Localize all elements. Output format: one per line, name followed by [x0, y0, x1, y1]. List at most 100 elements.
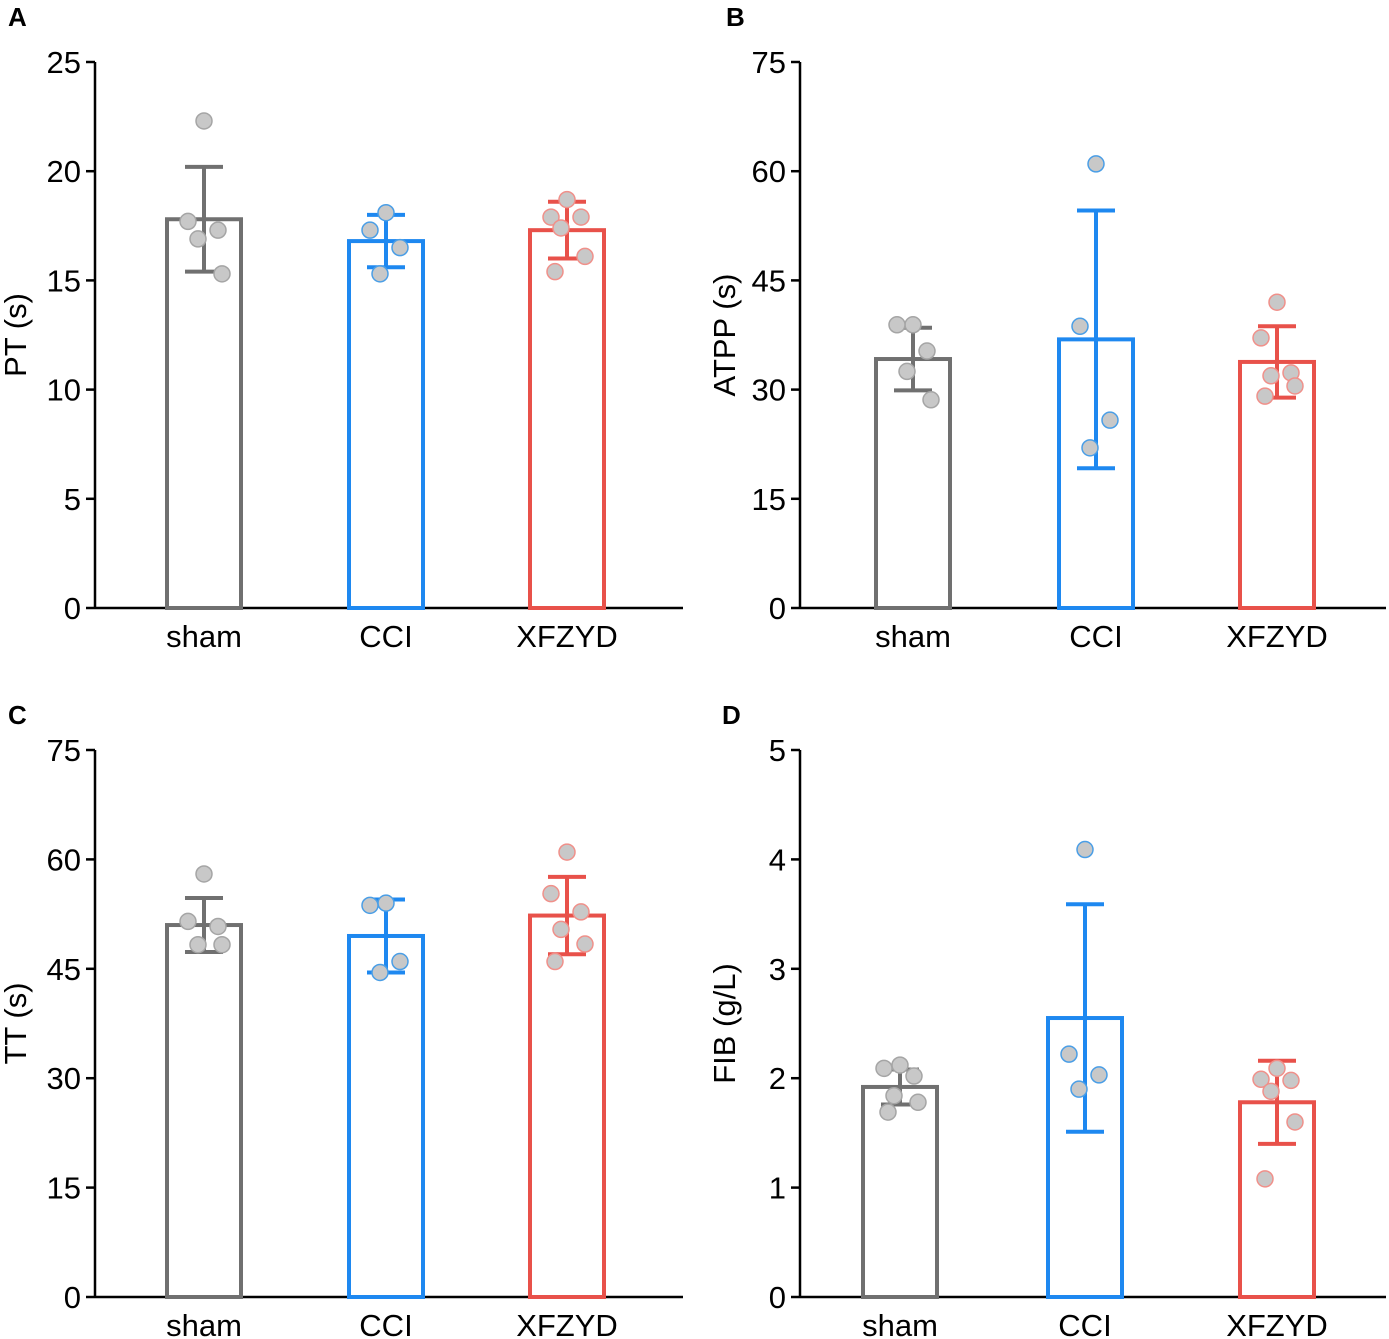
data-point	[1071, 317, 1089, 336]
data-point	[1286, 377, 1304, 395]
data-point	[552, 219, 570, 237]
x-tick-label: CCI	[359, 619, 412, 654]
panel-letter: C	[8, 700, 27, 730]
y-tick-label: 15	[752, 482, 786, 517]
data-point	[195, 865, 213, 883]
data-point	[1252, 1070, 1270, 1089]
y-tick-label: 15	[47, 263, 81, 298]
data-point	[189, 230, 207, 248]
data-point	[361, 221, 379, 239]
panel-letter: A	[8, 2, 27, 32]
x-tick-label: XFZYD	[1226, 619, 1328, 654]
panel-letter: D	[722, 700, 741, 730]
data-point	[1090, 1066, 1108, 1084]
data-point	[371, 963, 389, 982]
data-point	[888, 316, 906, 334]
data-point	[546, 262, 564, 281]
y-axis-label: TT (s)	[0, 982, 33, 1064]
y-tick-label: 60	[47, 842, 81, 877]
y-axis-label: FIB (g/L)	[707, 963, 742, 1084]
y-tick-label: 5	[64, 482, 81, 517]
x-tick-label: XFZYD	[516, 1308, 618, 1339]
y-tick-label: 1	[769, 1171, 786, 1206]
y-tick-label: 30	[752, 373, 786, 408]
data-point	[179, 912, 197, 931]
y-tick-label: 5	[769, 733, 786, 768]
data-point	[558, 190, 576, 209]
data-point	[542, 208, 560, 226]
data-point	[905, 1067, 923, 1085]
bar-sham	[861, 1084, 939, 1300]
data-point	[1286, 1113, 1304, 1131]
x-tick-label: sham	[166, 619, 242, 654]
data-point	[361, 896, 379, 915]
x-tick-label: XFZYD	[516, 619, 618, 654]
data-point	[371, 265, 389, 283]
data-point	[1256, 1170, 1274, 1188]
panel-letter: B	[726, 2, 745, 32]
data-point	[922, 391, 940, 409]
bar-xfzyd	[528, 913, 606, 1299]
data-point	[1262, 367, 1280, 385]
data-point	[1070, 1080, 1088, 1098]
y-axis-label: PT (s)	[0, 293, 33, 377]
data-point	[879, 1103, 897, 1121]
y-tick-label: 0	[769, 1280, 786, 1315]
data-point	[898, 362, 916, 381]
y-tick-label: 15	[47, 1171, 81, 1206]
y-tick-label: 75	[752, 45, 786, 80]
data-point	[909, 1093, 927, 1112]
x-tick-label: CCI	[359, 1308, 412, 1339]
data-point	[918, 342, 936, 360]
y-tick-label: 0	[64, 1280, 81, 1315]
data-point	[1060, 1045, 1078, 1063]
data-point	[1268, 293, 1286, 311]
data-point	[179, 212, 197, 231]
data-point	[542, 884, 560, 903]
data-point	[209, 917, 227, 936]
data-point	[891, 1056, 909, 1074]
data-point	[213, 935, 231, 954]
x-tick-label: sham	[862, 1308, 938, 1339]
data-point	[1087, 155, 1105, 173]
y-tick-label: 2	[769, 1061, 786, 1096]
data-point	[576, 247, 594, 266]
y-tick-label: 25	[47, 45, 81, 80]
data-point	[546, 952, 564, 971]
data-point	[1252, 329, 1270, 347]
data-point	[552, 920, 570, 939]
data-point	[576, 935, 594, 953]
y-tick-label: 45	[752, 263, 786, 298]
y-tick-label: 75	[47, 733, 81, 768]
data-point	[1262, 1082, 1280, 1101]
y-tick-label: 60	[752, 154, 786, 189]
y-tick-label: 4	[769, 842, 786, 877]
data-point	[195, 112, 213, 130]
data-point	[875, 1059, 893, 1078]
panel-a: A 0 5 10 15 20 25 PT (s) sham CCI XFZYD	[0, 2, 683, 654]
x-tick-label: XFZYD	[1226, 1308, 1328, 1339]
data-point	[391, 952, 409, 971]
data-point	[377, 203, 395, 222]
data-point	[572, 903, 590, 921]
data-point	[1076, 840, 1094, 859]
data-point	[377, 894, 395, 912]
data-point	[885, 1086, 903, 1105]
y-tick-label: 0	[64, 591, 81, 626]
data-point	[572, 208, 590, 226]
data-point	[1256, 387, 1274, 405]
bar-cci	[347, 933, 425, 1299]
data-point	[1081, 439, 1099, 457]
data-point	[391, 238, 409, 257]
bar-cci	[347, 239, 425, 610]
panel-d: D 0 1 2 3 4 5 FIB (g/L) sham CCI XFZYD	[707, 700, 1386, 1339]
y-tick-label: 3	[769, 952, 786, 987]
panel-b: B 0 15 30 45 60 75 ATPP (s) sham CCI XFZYD	[707, 2, 1386, 654]
x-tick-label: sham	[166, 1308, 242, 1339]
data-point	[1282, 1071, 1300, 1090]
data-point	[189, 935, 207, 954]
x-tick-label: sham	[875, 619, 951, 654]
y-tick-label: 45	[47, 952, 81, 987]
bar-xfzyd	[528, 228, 606, 610]
